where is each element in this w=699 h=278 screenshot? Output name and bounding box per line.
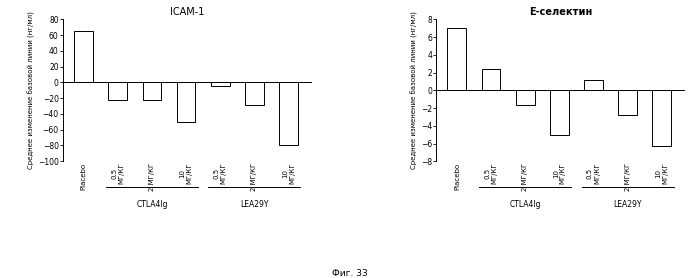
Text: CTLA4Ig: CTLA4Ig <box>136 200 168 208</box>
Bar <box>550 90 569 135</box>
Bar <box>108 83 127 100</box>
Bar <box>74 31 93 83</box>
Bar <box>482 69 500 90</box>
Title: Е-селектин: Е-селектин <box>529 7 592 17</box>
Text: Фиг. 33: Фиг. 33 <box>331 269 368 278</box>
Y-axis label: Среднее изменение базовой линии (нг/мл): Среднее изменение базовой линии (нг/мл) <box>410 11 418 169</box>
Text: CTLA4Ig: CTLA4Ig <box>510 200 541 208</box>
Text: LEA29Y: LEA29Y <box>613 200 642 208</box>
Bar <box>245 83 264 105</box>
Bar <box>618 90 637 115</box>
Bar <box>516 90 535 105</box>
Bar <box>584 80 603 90</box>
Bar <box>177 83 196 122</box>
Bar <box>652 90 671 146</box>
Y-axis label: Среднее изменение базовой линии (нг/мл): Среднее изменение базовой линии (нг/мл) <box>28 11 35 169</box>
Text: LEA29Y: LEA29Y <box>240 200 268 208</box>
Bar <box>211 83 229 86</box>
Bar <box>279 83 298 145</box>
Title: ICAM-1: ICAM-1 <box>170 7 205 17</box>
Bar <box>143 83 161 100</box>
Bar <box>447 28 466 90</box>
